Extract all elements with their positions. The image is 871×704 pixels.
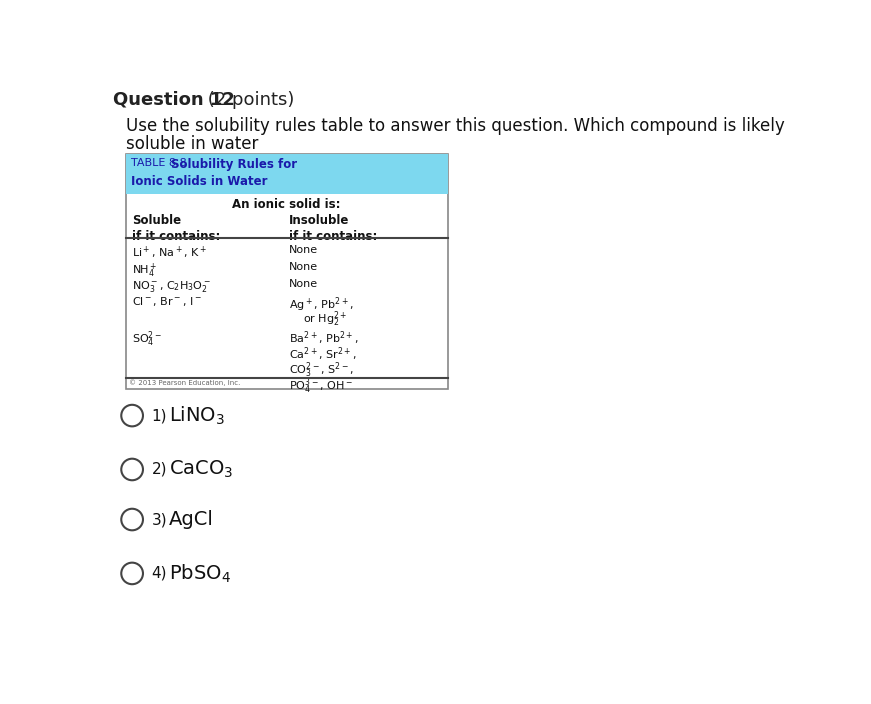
Text: Ag$^+$, Pb$^{2+}$,: Ag$^+$, Pb$^{2+}$, xyxy=(288,296,354,314)
Text: CaCO$_3$: CaCO$_3$ xyxy=(169,459,233,480)
Text: (2 points): (2 points) xyxy=(202,91,294,108)
Text: 3): 3) xyxy=(152,512,167,527)
Text: soluble in water: soluble in water xyxy=(126,134,259,153)
Text: AgCl: AgCl xyxy=(169,510,214,529)
Text: PO$_4^{3-}$, OH$^-$: PO$_4^{3-}$, OH$^-$ xyxy=(288,376,353,396)
Text: Solubility Rules for: Solubility Rules for xyxy=(171,158,297,171)
Text: NO$_3^-$, C$_2$H$_3$O$_2^-$: NO$_3^-$, C$_2$H$_3$O$_2^-$ xyxy=(132,279,211,294)
Text: 4): 4) xyxy=(152,566,167,581)
Text: or Hg$_2^{2+}$: or Hg$_2^{2+}$ xyxy=(302,310,348,329)
Text: © 2013 Pearson Education, Inc.: © 2013 Pearson Education, Inc. xyxy=(129,379,240,386)
Text: SO$_4^{2-}$: SO$_4^{2-}$ xyxy=(132,329,162,349)
Text: An ionic solid is:: An ionic solid is: xyxy=(233,199,341,211)
FancyBboxPatch shape xyxy=(126,153,448,194)
Text: TABLE 8.8: TABLE 8.8 xyxy=(131,158,193,168)
Text: Li$^+$, Na$^+$, K$^+$: Li$^+$, Na$^+$, K$^+$ xyxy=(132,244,207,261)
Text: None: None xyxy=(288,244,318,255)
Text: 1): 1) xyxy=(152,408,167,423)
Text: Insoluble
if it contains:: Insoluble if it contains: xyxy=(288,214,377,243)
Text: Ca$^{2+}$, Sr$^{2+}$,: Ca$^{2+}$, Sr$^{2+}$, xyxy=(288,345,356,363)
Text: Question 12: Question 12 xyxy=(112,91,234,108)
Text: PbSO$_4$: PbSO$_4$ xyxy=(169,562,231,584)
Text: None: None xyxy=(288,279,318,289)
Text: Ba$^{2+}$, Pb$^{2+}$,: Ba$^{2+}$, Pb$^{2+}$, xyxy=(288,329,358,347)
Text: Cl$^-$, Br$^-$, I$^-$: Cl$^-$, Br$^-$, I$^-$ xyxy=(132,296,202,308)
Text: None: None xyxy=(288,262,318,272)
Text: LiNO$_3$: LiNO$_3$ xyxy=(169,404,226,427)
Text: 2): 2) xyxy=(152,462,167,477)
Text: CO$_3^{2-}$, S$^{2-}$,: CO$_3^{2-}$, S$^{2-}$, xyxy=(288,360,354,380)
Text: NH$_4^+$: NH$_4^+$ xyxy=(132,262,158,280)
Text: Ionic Solids in Water: Ionic Solids in Water xyxy=(131,175,267,189)
FancyBboxPatch shape xyxy=(126,153,448,389)
Text: Use the solubility rules table to answer this question. Which compound is likely: Use the solubility rules table to answer… xyxy=(126,117,785,135)
Text: Soluble
if it contains:: Soluble if it contains: xyxy=(132,214,220,243)
